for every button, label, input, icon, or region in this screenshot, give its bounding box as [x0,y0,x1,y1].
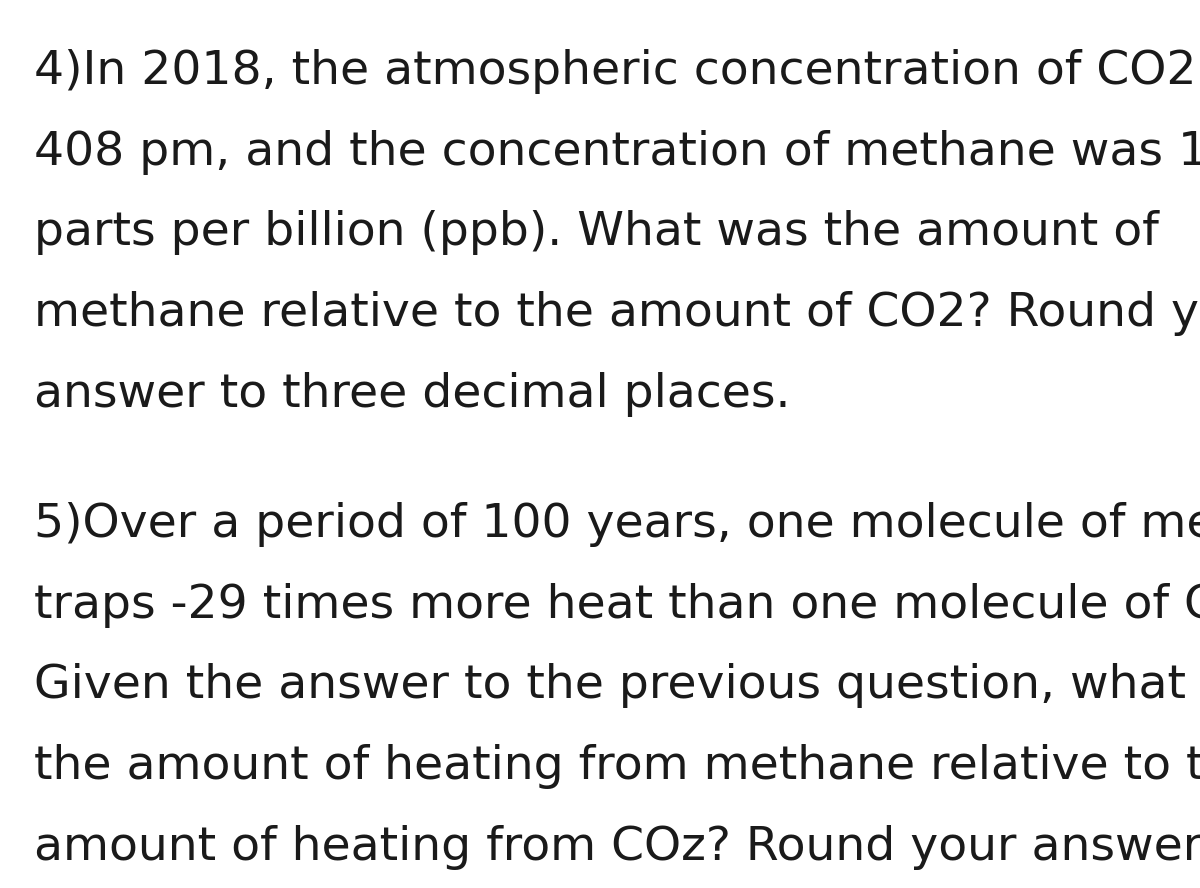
Text: parts per billion (ppb). What was the amount of: parts per billion (ppb). What was the am… [34,210,1158,256]
Text: traps -29 times more heat than one molecule of COz.: traps -29 times more heat than one molec… [34,583,1200,628]
Text: 5)Over a period of 100 years, one molecule of methane: 5)Over a period of 100 years, one molecu… [34,502,1200,547]
Text: 408 pm, and the concentration of methane was 1858: 408 pm, and the concentration of methane… [34,130,1200,175]
Text: methane relative to the amount of CO2? Round your: methane relative to the amount of CO2? R… [34,291,1200,337]
Text: the amount of heating from methane relative to the: the amount of heating from methane relat… [34,744,1200,789]
Text: answer to three decimal places.: answer to three decimal places. [34,372,790,417]
Text: 4)In 2018, the atmospheric concentration of CO2 was: 4)In 2018, the atmospheric concentration… [34,49,1200,94]
Text: amount of heating from COz? Round your answer to: amount of heating from COz? Round your a… [34,825,1200,870]
Text: Given the answer to the previous question, what was: Given the answer to the previous questio… [34,663,1200,709]
